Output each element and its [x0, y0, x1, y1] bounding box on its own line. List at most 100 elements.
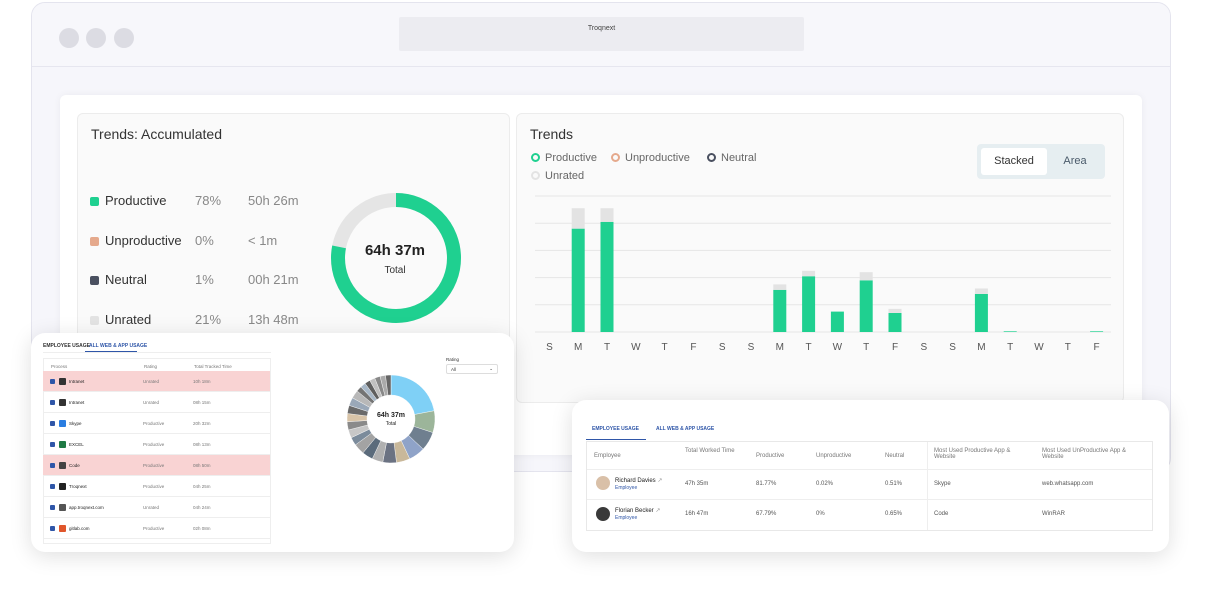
donut-slice	[390, 374, 435, 415]
window-minimize-dot[interactable]	[86, 28, 106, 48]
bar-unrated	[600, 208, 614, 222]
x-tick-label: S	[546, 342, 553, 353]
x-tick-label: S	[949, 342, 956, 353]
unproductive-pct: 0.02%	[816, 481, 834, 487]
acc-name: Unrated	[105, 312, 152, 327]
x-tick-label: F	[892, 342, 898, 353]
app-icon	[59, 483, 66, 490]
acc-name: Productive	[105, 193, 167, 208]
accumulated-donut	[331, 193, 461, 323]
chevron-down-icon: ⌄	[489, 366, 493, 371]
stacked-button[interactable]: Stacked	[981, 148, 1047, 175]
table-row[interactable]: Intranet Unrated 08h 15m	[43, 392, 270, 413]
x-tick-label: T	[604, 342, 610, 353]
row-checkbox[interactable]	[50, 442, 55, 447]
acc-name: Neutral	[105, 272, 147, 287]
row-checkbox[interactable]	[50, 400, 55, 405]
trends-title: Trends	[530, 126, 574, 142]
area-button[interactable]: Area	[1063, 155, 1087, 167]
unproductive-pct: 0%	[816, 511, 825, 517]
bar-productive	[1003, 331, 1017, 332]
table-row[interactable]: EXCEL Productive 08h 13m	[43, 434, 270, 455]
tab-all-web-app-usage[interactable]: ALL WEB & APP USAGE	[656, 426, 715, 432]
col-worked: Total Worked Time	[685, 448, 735, 454]
bar-unrated	[859, 272, 873, 281]
process-name: app.troqnext.com	[69, 505, 104, 510]
avatar	[596, 507, 610, 521]
row-checkbox[interactable]	[50, 463, 55, 468]
app-icon	[59, 399, 66, 406]
legend-neutral[interactable]: Neutral	[707, 152, 756, 164]
table-row[interactable]: Troqnext Productive 04h 25m	[43, 476, 270, 497]
acc-time: 50h 26m	[248, 193, 299, 208]
process-name: Code	[69, 463, 80, 468]
row-checkbox[interactable]	[50, 505, 55, 510]
most-unproductive-app: web.whatsapp.com	[1042, 481, 1094, 487]
process-time: 20h 32m	[193, 421, 211, 426]
table-row[interactable]: gitlab.com Productive 02h 08m	[43, 518, 270, 539]
bar-productive	[859, 280, 873, 332]
acc-pct: 78%	[195, 193, 222, 208]
table-row[interactable]: app.troqnext.com Unrated 04h 24m	[43, 497, 270, 518]
app-icon	[59, 420, 66, 427]
col-most-productive: Most Used Productive App & Website	[934, 448, 1011, 460]
row-checkbox[interactable]	[50, 421, 55, 426]
x-tick-label: F	[690, 342, 696, 353]
x-tick-label: T	[662, 342, 668, 353]
acc-name: Unproductive	[105, 233, 182, 248]
address-bar[interactable]: Troqnext	[399, 17, 804, 51]
employee-name[interactable]: Florian Becker ↗	[615, 508, 661, 514]
acc-time: < 1m	[248, 233, 278, 248]
tab-employee-usage[interactable]: EMPLOYEE USAGE	[592, 426, 639, 432]
app-icon	[59, 525, 66, 532]
tab-all-web-app-usage[interactable]: ALL WEB & APP USAGE	[89, 343, 148, 349]
most-unproductive-app: WinRAR	[1042, 511, 1066, 517]
most-productive-app: Skype	[934, 481, 951, 487]
row-checkbox[interactable]	[50, 526, 55, 531]
productive-swatch	[90, 197, 99, 206]
donut-slice	[385, 374, 392, 396]
employee-role: Employee	[615, 485, 638, 491]
active-tab-underline	[586, 439, 646, 440]
process-name: Intranet	[69, 379, 85, 384]
rating-filter-select[interactable]: All ⌄	[446, 364, 498, 374]
table-row[interactable]: Code Productive 08h 50m	[43, 455, 270, 476]
tab-divider	[43, 352, 271, 353]
tab-employee-usage[interactable]: EMPLOYEE USAGE	[43, 343, 90, 349]
table-row[interactable]: Intranet Unrated 10h 18m	[43, 371, 270, 392]
chart-mode-toggle: Stacked Area	[977, 144, 1105, 179]
process-donut-label: Total	[385, 421, 397, 427]
x-tick-label: T	[863, 342, 869, 353]
bar-unrated	[802, 270, 816, 277]
process-usage-panel: EMPLOYEE USAGE ALL WEB & APP USAGE Proce…	[31, 333, 514, 552]
x-tick-label: S	[920, 342, 927, 353]
col-productive: Productive	[756, 453, 785, 459]
x-tick-label: M	[977, 342, 985, 353]
productive-pct: 67.79%	[756, 511, 777, 517]
process-time: 02h 08m	[193, 526, 211, 531]
col-process: Process	[51, 364, 68, 369]
process-name: Skype	[69, 421, 82, 426]
legend-productive[interactable]: Productive	[531, 152, 597, 164]
neutral-swatch	[90, 276, 99, 285]
avatar	[596, 476, 610, 490]
employee-role: Employee	[615, 515, 638, 521]
table-row[interactable]: Skype Productive 20h 32m	[43, 413, 270, 434]
legend-unproductive[interactable]: Unproductive	[611, 152, 690, 164]
window-close-dot[interactable]	[59, 28, 79, 48]
x-tick-label: M	[574, 342, 582, 353]
process-name: EXCEL	[69, 442, 84, 447]
process-rating: Productive	[143, 526, 165, 531]
row-checkbox[interactable]	[50, 379, 55, 384]
rating-filter-label: Rating	[446, 357, 460, 362]
x-tick-label: S	[748, 342, 755, 353]
legend-unrated[interactable]: Unrated	[531, 170, 584, 182]
row-checkbox[interactable]	[50, 484, 55, 489]
employee-table-frame	[586, 441, 1153, 531]
window-maximize-dot[interactable]	[114, 28, 134, 48]
process-time: 10h 18m	[193, 379, 211, 384]
app-icon	[59, 462, 66, 469]
employee-name[interactable]: Richard Davies ↗	[615, 478, 663, 484]
app-icon	[59, 441, 66, 448]
